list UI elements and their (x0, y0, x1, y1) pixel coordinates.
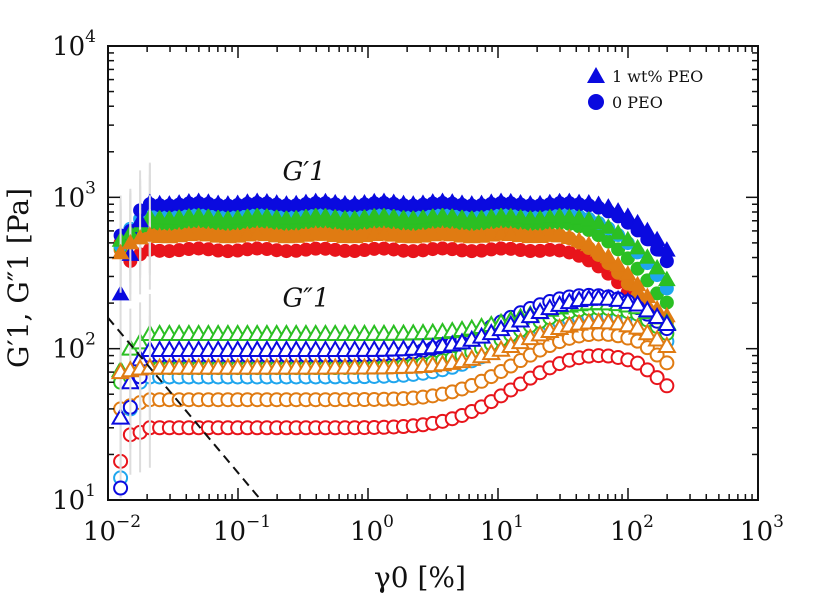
x-tick-label: 102 (610, 512, 654, 547)
y-tick-label: 102 (52, 330, 96, 365)
data-point (659, 378, 675, 394)
data-point (589, 241, 608, 257)
data-point (657, 270, 676, 287)
data-point (609, 202, 627, 218)
data-point (659, 355, 675, 371)
data-point (638, 221, 657, 238)
series-layer (110, 162, 677, 498)
legend-label: 0 PEO (612, 93, 663, 112)
data-point (618, 265, 637, 281)
data-point (599, 247, 618, 264)
x-tick-label: 10−1 (213, 512, 271, 547)
y-tick-label: 104 (52, 27, 96, 62)
data-point (589, 213, 608, 230)
data-point (659, 254, 674, 269)
series-9 (113, 348, 675, 498)
data-point (111, 284, 130, 301)
plot-frame (107, 45, 759, 501)
data-point (628, 275, 647, 292)
data-point (638, 248, 657, 264)
data-point (647, 306, 667, 324)
data-point (579, 210, 598, 227)
data-point (110, 407, 131, 425)
series-15 (110, 288, 677, 458)
x-tick-label: 10−2 (83, 512, 141, 547)
legend: 1 wt% PEO 0 PEO (587, 67, 703, 112)
data-point (618, 291, 638, 309)
data-point (657, 336, 677, 354)
data-point (570, 208, 588, 225)
legend-marker-triangle (587, 67, 605, 83)
data-point (628, 238, 647, 255)
annotation-loss-modulus: G″1 (283, 283, 330, 313)
data-point (111, 243, 130, 260)
data-point (599, 198, 618, 214)
y-tick-label: 101 (52, 481, 96, 516)
data-point (113, 480, 129, 496)
data-point (609, 255, 627, 272)
data-point (609, 223, 627, 240)
x-tick-label: 103 (740, 512, 784, 547)
y-axis-label: G′1, G″1 [Pa] (2, 188, 35, 368)
legend-marker-circle (588, 94, 604, 110)
data-point (639, 362, 655, 378)
data-point (649, 370, 665, 386)
series-16 (110, 312, 677, 413)
data-point (628, 213, 647, 230)
data-point (648, 258, 666, 275)
tick-layer: 10−2 10−1 100 101 102 103 101 102 103 104 (52, 27, 784, 547)
data-point (657, 241, 676, 257)
series-8 (111, 195, 676, 323)
legend-label: 1 wt% PEO (612, 67, 703, 86)
x-tick-label: 101 (480, 512, 524, 547)
data-point (647, 329, 667, 347)
annotation-storage-modulus: G′1 (283, 157, 326, 187)
y-tick-label: 103 (52, 178, 96, 213)
data-point (618, 207, 637, 223)
data-point (550, 226, 569, 243)
data-point (560, 228, 579, 244)
data-point (657, 313, 677, 331)
data-point (618, 230, 637, 247)
data-point (570, 231, 588, 247)
data-point (579, 235, 598, 252)
data-point (637, 323, 658, 341)
x-axis-label: γ0 [%] (374, 561, 466, 594)
annotation-layer: G′1 G″1 (107, 157, 330, 501)
data-point (637, 300, 658, 318)
reference-line (107, 317, 262, 501)
data-point (599, 218, 618, 234)
x-tick-label: 100 (350, 512, 394, 547)
data-point (589, 195, 608, 211)
data-point (648, 230, 666, 247)
data-point (627, 317, 648, 335)
data-point (627, 294, 648, 312)
